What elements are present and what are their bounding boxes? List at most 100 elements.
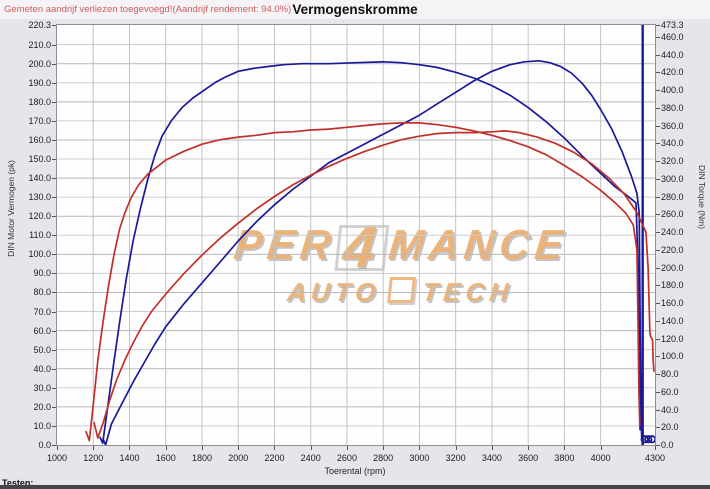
bottom-edge-bar	[0, 485, 710, 489]
y-left-tick-label: 160.0	[28, 134, 51, 145]
x-tick-label: 2200	[264, 453, 285, 463]
y-right-tick-label: 260.0	[661, 209, 684, 220]
y-left-tick-label: 190.0	[28, 77, 51, 88]
y-axis-right-title: DIN Torque (Nm)	[697, 165, 707, 230]
y-right-tick-label: 140.0	[661, 315, 684, 326]
x-tick-label: 2400	[300, 453, 321, 463]
x-tick-label: 1800	[191, 453, 212, 463]
y-right-tick-label: 180.0	[661, 280, 684, 291]
y-left-tick-label: 0.0	[38, 440, 51, 450]
y-right-tick-mark	[656, 338, 660, 340]
power-run-b-pk-curve	[102, 59, 643, 445]
y-right-tick-label: 460.0	[661, 31, 684, 42]
y-right-tick-label: 420.0	[661, 67, 684, 78]
y-right-tick-label: 60.0	[661, 386, 679, 397]
x-tick-mark	[346, 446, 348, 450]
y-left-tick-mark	[52, 311, 56, 313]
y-left-tick-label: 140.0	[28, 173, 51, 184]
y-right-tick-mark	[656, 267, 660, 269]
y-right-tick-mark	[656, 445, 660, 446]
plot-area: PER4MANCE AUTO TECH	[56, 24, 656, 446]
y-left-tick-mark	[52, 120, 56, 122]
y-right-tick-label: 300.0	[661, 173, 684, 184]
y-left-tick-mark	[52, 292, 56, 294]
y-left-tick-mark	[52, 445, 56, 446]
y-right-tick-label: 360.0	[661, 120, 684, 131]
y-right-tick-label: 280.0	[661, 191, 684, 202]
y-left-tick-mark	[52, 63, 56, 65]
x-axis-title: Toerental (rpm)	[324, 466, 386, 476]
y-left-tick-mark	[52, 159, 56, 161]
y-left-tick-label: 110.0	[29, 230, 51, 241]
x-tick-mark	[564, 446, 566, 450]
y-right-tick-mark	[656, 36, 660, 38]
y-right-tick-mark	[656, 178, 660, 180]
y-left-tick-label: 180.0	[28, 96, 51, 107]
torque-run-a-nm-curve	[85, 122, 641, 442]
y-right-tick-label: 380.0	[661, 102, 684, 113]
run-end-marker-dot	[640, 435, 649, 444]
x-tick-label: 3000	[409, 453, 430, 463]
x-tick-mark	[310, 446, 312, 450]
y-right-tick-mark	[656, 25, 660, 26]
x-tick-mark	[201, 446, 203, 450]
y-left-tick-label: 20.0	[33, 401, 51, 412]
run-end-marker-dot	[648, 435, 655, 444]
y-right-tick-label: 340.0	[661, 138, 684, 149]
drivetrain-loss-notice: Gemeten aandrijf verliezen toegevoegd!(A…	[4, 4, 292, 15]
x-tick-label: 2800	[373, 453, 394, 463]
x-tick-mark	[57, 446, 58, 450]
y-left-tick-label: 200.0	[28, 58, 51, 69]
torque-run-b-nm-curve	[93, 130, 655, 439]
y-left-tick-label: 10.0	[33, 420, 51, 431]
y-left-tick-mark	[52, 101, 56, 103]
y-left-tick-label: 170.0	[28, 115, 51, 126]
y-left-tick-mark	[52, 25, 56, 26]
y-right-tick-mark	[656, 391, 660, 393]
x-tick-mark	[419, 446, 421, 450]
y-left-tick-mark	[52, 368, 56, 370]
y-right-tick-label: 40.0	[661, 404, 679, 415]
y-left-tick-label: 150.0	[28, 154, 51, 165]
page-title: Vermogenskromme	[292, 2, 418, 17]
y-left-tick-label: 40.0	[33, 363, 51, 374]
y-right-tick-label: 440.0	[661, 49, 684, 60]
y-right-tick-mark	[656, 232, 660, 234]
plot-svg	[57, 25, 655, 445]
y-right-tick-label: 473.3	[661, 20, 684, 30]
y-left-tick-mark	[52, 197, 56, 199]
x-tick-label: 2600	[336, 453, 357, 463]
y-right-tick-label: 160.0	[661, 298, 684, 309]
y-right-tick-mark	[656, 285, 660, 287]
run-end-marker-dot	[644, 435, 653, 444]
y-right-tick-mark	[656, 249, 660, 251]
x-tick-mark	[655, 446, 656, 450]
x-tick-label: 3800	[554, 453, 575, 463]
x-tick-label: 3200	[445, 453, 466, 463]
y-right-tick-label: 100.0	[661, 351, 684, 362]
y-left-tick-mark	[52, 349, 56, 351]
y-left-tick-mark	[52, 406, 56, 408]
y-right-tick-mark	[656, 374, 660, 375]
y-right-tick-mark	[656, 356, 660, 358]
y-right-tick-mark	[656, 54, 660, 56]
y-right-tick-mark	[656, 214, 660, 216]
y-left-tick-label: 60.0	[33, 325, 51, 336]
y-right-tick-mark	[656, 143, 660, 145]
y-left-tick-mark	[52, 139, 56, 141]
x-tick-label: 4300	[644, 453, 666, 463]
y-right-tick-label: 400.0	[661, 85, 684, 96]
y-right-tick-mark	[656, 303, 660, 305]
y-left-tick-mark	[52, 425, 56, 427]
x-tick-label: 2000	[228, 453, 249, 463]
y-right-tick-label: 20.0	[661, 422, 679, 433]
y-left-tick-mark	[52, 254, 56, 256]
y-right-tick-label: 220.0	[661, 244, 684, 255]
y-left-tick-mark	[52, 82, 56, 84]
y-left-tick-mark	[52, 235, 56, 237]
x-tick-mark	[129, 446, 131, 450]
x-tick-label: 3400	[481, 453, 502, 463]
y-left-tick-label: 80.0	[33, 287, 51, 298]
y-left-tick-mark	[52, 178, 56, 180]
y-left-tick-label: 30.0	[33, 382, 51, 393]
